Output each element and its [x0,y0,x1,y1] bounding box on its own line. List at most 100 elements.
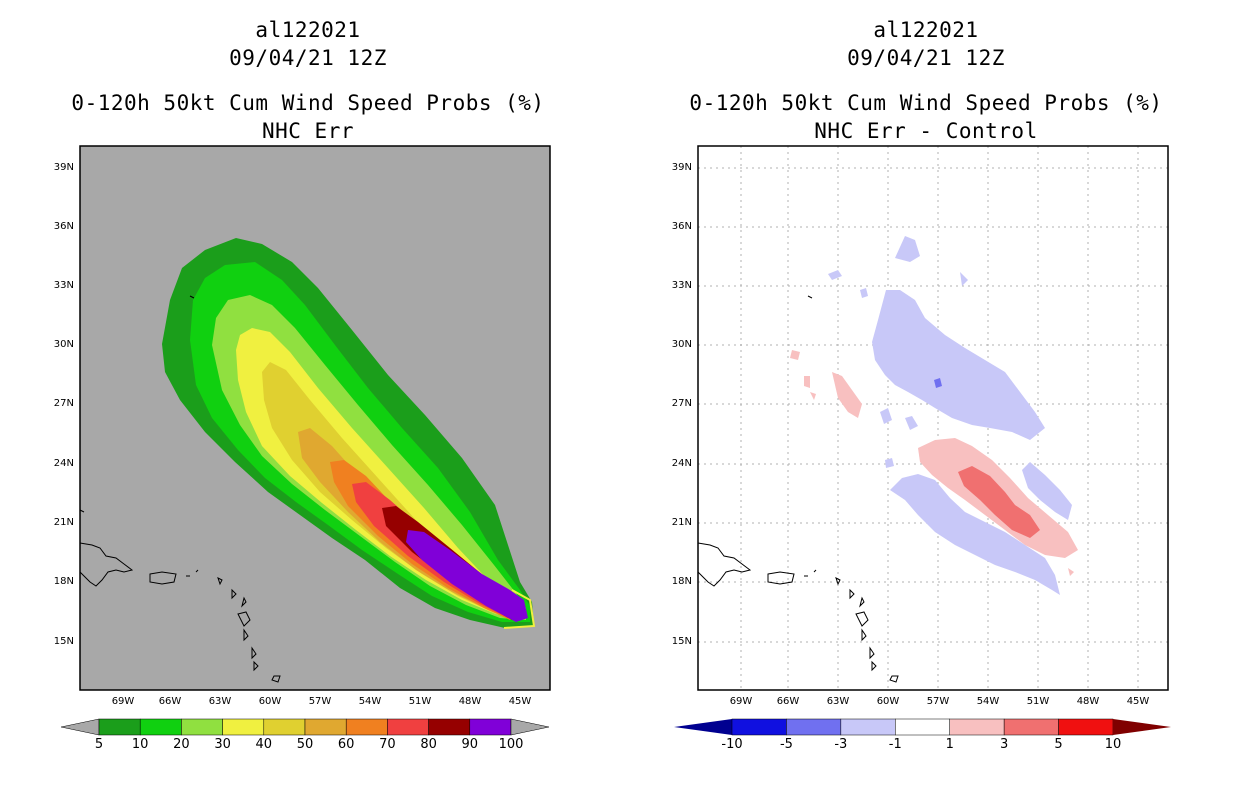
left-colorbar-segment [469,718,512,736]
right-colorbar-underflow [674,719,732,735]
left-lat-label: 27N [53,398,74,409]
diff-plus1-small-a [790,350,800,360]
left-lat-label: 15N [53,636,74,647]
prob-90-100-contour [406,530,528,622]
diff-minus1-east-band [1022,462,1072,520]
right-map [697,145,1169,691]
diff-minus1-main-band [872,290,1045,440]
right-lon-label: 51W [1026,696,1050,707]
left-lon-label: 63W [208,696,232,707]
left-colorbar-segment [139,718,182,736]
left-colorbar-segment [304,718,347,736]
left-lon-label: 57W [308,696,332,707]
left-colorbar-segment [98,718,141,736]
diff-minus1-small-a [828,270,842,280]
left-colorbar-tick-label: 100 [498,737,524,752]
right-lat-label: 24N [671,458,692,469]
right-lat-label: 30N [671,339,692,350]
right-colorbar-segment [1003,718,1059,736]
left-probability-field [162,238,536,629]
right-map-frame [697,145,1169,691]
left-lat-label: 30N [53,339,74,350]
left-colorbar-segment [387,718,429,736]
left-lon-label: 66W [158,696,182,707]
left-subtitle: NHC Err [261,119,354,143]
right-colorbar-segment [840,718,896,736]
left-storm-id: al122021 [255,18,361,42]
right-colorbar-segment [786,718,842,736]
left-map-frame [79,145,551,691]
right-lat-label: 36N [671,221,692,232]
left-colorbar-underflow [60,718,100,736]
right-map-background [698,146,1168,690]
left-lat-label: 33N [53,280,74,291]
diff-plus1-west-blob [832,372,862,418]
left-lon-label: 60W [258,696,282,707]
left-colorbar-segment [345,718,388,736]
right-colorbar-overflow [1113,719,1171,735]
right-colorbar-tick-label: 3 [1000,737,1009,752]
left-product-title: 0-120h 50kt Cum Wind Speed Probs (%) [71,91,545,115]
left-lat-label: 24N [53,458,74,469]
right-colorbar-tick-label: -5 [779,737,793,752]
left-lat-label: 39N [53,162,74,173]
left-colorbar-tick-label: 5 [94,737,104,752]
left-map [79,145,551,691]
right-colorbar-tick-label: 10 [1104,737,1122,752]
diff-plus1-small-b [804,376,810,388]
left-colorbar-tick-label: 50 [296,737,314,752]
left-colorbar-segment [263,718,306,736]
right-storm-id: al122021 [873,18,979,42]
right-colorbar-segment [731,718,787,736]
right-lon-label: 54W [976,696,1000,707]
right-lon-label: 69W [729,696,753,707]
left-colorbar-segment [222,718,265,736]
right-subtitle: NHC Err - Control [814,119,1038,143]
diff-plus1-small-d [1068,568,1074,576]
left-colorbar-tick-label: 60 [337,737,355,752]
left-colorbar-tick-label: 30 [214,737,231,752]
right-colorbar [674,718,1171,736]
diff-minus1-small-b [860,288,868,298]
diff-minus3-dot [934,378,942,388]
left-lon-label: 54W [358,696,382,707]
left-colorbar-tick-label: 90 [461,737,479,752]
left-colorbar-segment [428,718,471,736]
left-lat-label: 18N [53,576,74,587]
diff-plus3-core [958,466,1040,538]
diff-minus1-north-blob [895,236,920,262]
right-colorbar-tick-label: 1 [945,737,954,752]
left-colorbar-tick-label: 40 [255,737,273,752]
right-lon-label: 57W [926,696,950,707]
right-lat-label: 39N [671,162,692,173]
left-lon-label: 48W [458,696,482,707]
left-colorbar-tick-label: 80 [420,737,437,752]
left-coastlines [79,295,281,683]
diff-minus1-south-band [890,474,1060,595]
left-colorbar-overflow [510,718,550,736]
right-coastlines [697,295,899,683]
left-lat-label: 36N [53,221,74,232]
left-colorbar [60,718,550,736]
prob-40-contour [262,362,522,620]
right-product-title: 0-120h 50kt Cum Wind Speed Probs (%) [689,91,1163,115]
right-lat-label: 15N [671,636,692,647]
right-lon-label: 63W [826,696,850,707]
diff-minus1-small-f [960,272,968,286]
diff-minus1-small-d [905,416,918,430]
right-colorbar-segment [949,718,1005,736]
left-colorbar-segment [181,718,223,736]
right-colorbar-tick-label: -3 [834,737,848,752]
left-colorbar-tick-label: 20 [173,737,190,752]
right-lat-label: 27N [671,398,692,409]
left-lon-label: 45W [508,696,532,707]
right-datetime: 09/04/21 12Z [847,46,1005,70]
prob-origin-rim [503,589,536,629]
right-difference-field [790,236,1078,595]
left-colorbar-tick-label: 10 [131,737,149,752]
right-colorbar-tick-label: -10 [721,737,743,752]
right-colorbar-tick-label: 5 [1054,737,1063,752]
right-lat-label: 21N [671,517,692,528]
right-lon-label: 48W [1076,696,1100,707]
